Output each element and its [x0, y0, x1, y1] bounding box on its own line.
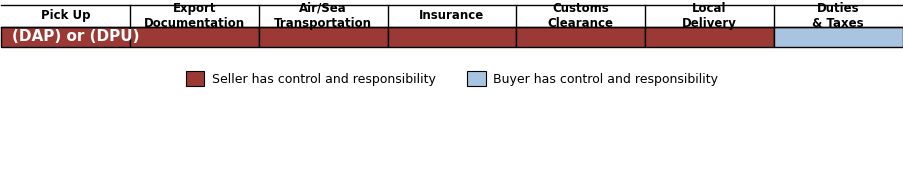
Text: Pick Up: Pick Up: [41, 9, 90, 22]
Text: Insurance: Insurance: [419, 9, 484, 22]
Bar: [645, 27, 773, 47]
Text: Air/Sea
Transportation: Air/Sea Transportation: [274, 2, 372, 30]
Text: Local
Delivery: Local Delivery: [681, 2, 736, 30]
Legend: Seller has control and responsibility, Buyer has control and responsibility: Seller has control and responsibility, B…: [181, 66, 722, 91]
Text: Export
Documentation: Export Documentation: [144, 2, 245, 30]
Bar: [773, 27, 901, 47]
Bar: [130, 27, 258, 47]
Text: Customs
Clearance: Customs Clearance: [547, 2, 613, 30]
Bar: [387, 27, 516, 47]
Bar: [2, 27, 130, 47]
Bar: [516, 27, 645, 47]
Bar: [258, 27, 387, 47]
Text: (DAP) or (DPU): (DAP) or (DPU): [12, 29, 140, 44]
Text: Duties
& Taxes: Duties & Taxes: [812, 2, 863, 30]
